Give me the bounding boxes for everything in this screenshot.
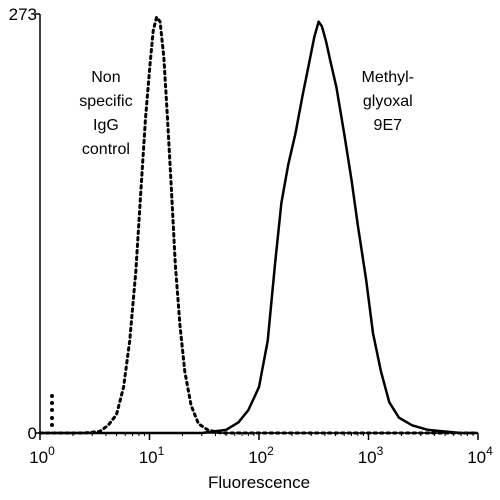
annotations: Non specific IgG control Methyl-glyoxal 9E7 <box>79 69 414 158</box>
y-ticks: 0 273 <box>9 5 40 443</box>
control-annotation-line: specific <box>79 93 132 110</box>
control-annotation-line: control <box>82 141 130 158</box>
x-tick-label: 101 <box>139 444 165 467</box>
y-tick-label: 273 <box>9 5 37 24</box>
y-tick-label: 0 <box>28 424 37 443</box>
series-layer <box>38 15 480 435</box>
origin-event-dot <box>50 394 54 398</box>
control-annotation-line: Non <box>91 69 120 86</box>
x-ticks: 100 101 102 103 104 <box>29 433 493 467</box>
control-annotation-line: IgG <box>93 117 119 134</box>
sample-annotation-line: Methyl- <box>362 69 414 86</box>
sample-annotation-line: glyoxal <box>363 93 413 110</box>
x-tick-label: 102 <box>248 444 274 467</box>
origin-event-dot <box>50 401 54 405</box>
x-axis-title: Fluorescence <box>208 473 310 492</box>
x-tick-label: 100 <box>29 444 55 467</box>
origin-event-dot <box>50 423 54 427</box>
origin-event-dot <box>50 416 54 420</box>
x-tick-label: 104 <box>467 444 493 467</box>
x-tick-label: 103 <box>358 444 384 467</box>
control-histogram-line <box>38 15 480 435</box>
sample-histogram-line <box>40 20 478 435</box>
sample-annotation-line: 9E7 <box>374 117 403 134</box>
origin-event-dot <box>50 408 54 412</box>
